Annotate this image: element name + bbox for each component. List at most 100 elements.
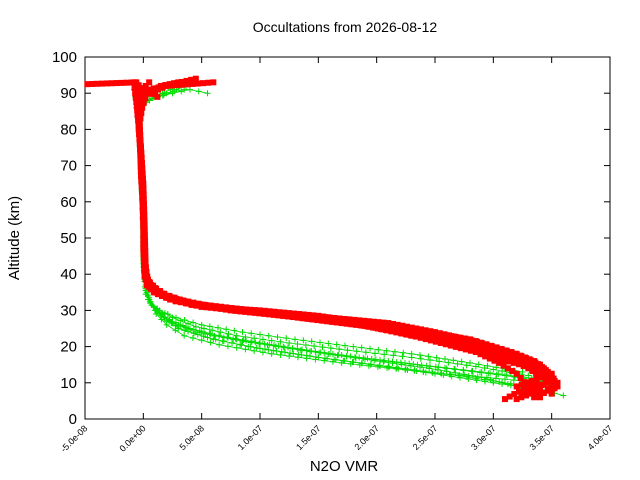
data-point [497,345,504,352]
data-point [417,352,423,359]
data-point [423,362,430,369]
data-point [516,388,522,395]
data-point [322,355,328,362]
data-point [538,381,545,388]
data-point [448,373,455,380]
data-point [189,80,196,87]
data-point [420,328,427,335]
data-point [538,374,545,381]
data-point [108,80,115,87]
data-point [426,335,433,342]
data-point [294,341,301,348]
data-point [137,145,144,152]
data-point [395,324,402,331]
data-point [517,352,524,359]
data-point [181,317,188,324]
data-point [511,391,518,398]
data-point [304,315,311,322]
data-point [206,330,213,337]
data-point [135,113,142,120]
data-point [482,378,488,385]
data-point [498,349,505,356]
data-point [518,394,525,401]
data-point [181,332,188,339]
data-point [212,336,219,343]
data-point [550,375,557,382]
data-point [436,358,443,365]
data-point [262,346,268,353]
data-point [442,364,448,371]
data-point [516,359,522,366]
data-point [213,304,220,311]
data-point [274,333,281,340]
data-point [532,388,539,395]
data-point [140,216,147,223]
data-point [232,335,239,342]
y-tick-label: 90 [60,85,77,102]
data-point [137,99,144,106]
data-point [395,365,402,372]
data-point [440,372,447,379]
data-point [251,309,258,316]
data-point [287,350,293,357]
data-point [507,352,514,359]
y-axis: 0 10 20 30 40 50 60 70 80 90 100 [52,49,610,428]
data-point [367,361,374,368]
data-point [277,351,284,358]
data-point [357,321,364,328]
x-tick-label: 2.5e-07 [411,423,440,452]
x-tick-label: 1.0e-07 [236,423,265,452]
data-point [140,221,147,228]
data-point [132,94,139,101]
data-point [311,343,318,350]
data-point [312,353,319,360]
data-point [216,341,223,348]
data-point [525,361,532,368]
data-point [173,314,179,321]
data-point [217,329,224,336]
data-point [242,308,249,315]
data-point [245,343,252,350]
data-point [507,349,514,356]
data-point [492,351,499,358]
data-point [331,356,338,363]
data-point [140,85,147,92]
data-point [190,319,197,326]
data-point [381,357,388,364]
data-point [483,374,490,381]
data-point [259,336,266,343]
data-point [233,332,240,339]
data-point [159,84,166,91]
data-point [163,82,170,89]
data-point [535,361,542,368]
data-point [286,353,293,360]
data-point [137,161,144,168]
data-point [259,349,266,356]
data-point [192,75,199,82]
data-point [548,381,555,388]
data-point [141,273,148,280]
data-point [504,381,511,388]
data-point [512,355,519,362]
data-point [140,245,147,252]
data-point [500,362,507,369]
data-point [135,82,142,89]
data-point [377,362,383,369]
data-point [356,354,363,361]
data-point [401,329,408,336]
data-point [523,392,529,399]
data-point [131,79,137,86]
data-point [449,333,456,340]
data-point [364,355,371,362]
data-point [441,338,448,345]
data-point [386,326,393,333]
data-point [227,307,234,314]
data-point [242,346,249,353]
data-point [280,312,287,319]
data-point [209,327,216,334]
data-point [184,300,191,307]
data-point [350,343,357,350]
y-tick-label: 60 [60,194,77,211]
data-point [353,348,360,355]
data-point [454,334,461,341]
